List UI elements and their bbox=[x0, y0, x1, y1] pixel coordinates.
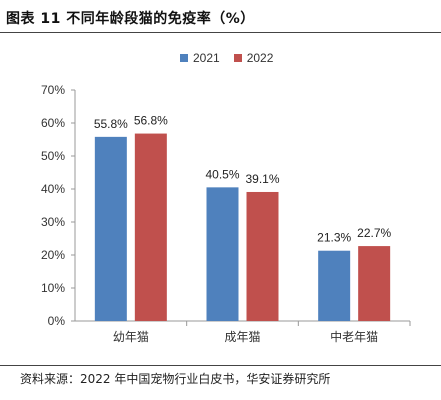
data-label-2021: 55.8% bbox=[94, 117, 128, 131]
legend-label-2021: 2021 bbox=[193, 51, 220, 65]
source-note: 资料来源：2022 年中国宠物行业白皮书，华安证券研究所 bbox=[20, 372, 331, 386]
x-category-label: 中老年猫 bbox=[330, 329, 378, 344]
bar-2021 bbox=[94, 136, 127, 321]
y-tick-label: 20% bbox=[41, 248, 65, 262]
bar-2021 bbox=[318, 250, 351, 321]
legend-swatch-2022 bbox=[233, 54, 242, 62]
x-category-label: 幼年猫 bbox=[113, 330, 149, 344]
bar-2022 bbox=[134, 133, 167, 321]
y-tick-label: 30% bbox=[41, 215, 65, 229]
y-tick-label: 40% bbox=[41, 182, 65, 196]
legend-label-2022: 2022 bbox=[246, 51, 274, 65]
bottom-divider bbox=[0, 365, 441, 366]
y-tick-label: 10% bbox=[41, 281, 65, 295]
top-divider bbox=[0, 32, 441, 33]
x-category-label: 成年猫 bbox=[224, 330, 260, 344]
data-label-2022: 56.8% bbox=[134, 114, 168, 128]
chart-legend: 2021 2022 bbox=[180, 51, 273, 65]
bar-2021 bbox=[206, 187, 239, 321]
data-label-2022: 22.7% bbox=[357, 226, 391, 240]
bar-2022 bbox=[358, 246, 391, 321]
y-tick-label: 70% bbox=[41, 83, 65, 97]
y-tick-label: 0% bbox=[48, 314, 66, 328]
y-tick-label: 50% bbox=[41, 149, 65, 163]
legend-swatch-2021 bbox=[180, 54, 188, 62]
y-tick-label: 60% bbox=[41, 116, 65, 130]
legend-item-2021: 2021 bbox=[180, 51, 220, 65]
data-label-2022: 39.1% bbox=[245, 172, 279, 186]
legend-item-2022: 2022 bbox=[233, 51, 274, 65]
figure-title: 图表 11 不同年龄段猫的免疫率（%） bbox=[6, 11, 255, 27]
data-label-2021: 21.3% bbox=[317, 231, 351, 245]
bar-2022 bbox=[246, 191, 279, 321]
data-label-2021: 40.5% bbox=[205, 167, 239, 181]
